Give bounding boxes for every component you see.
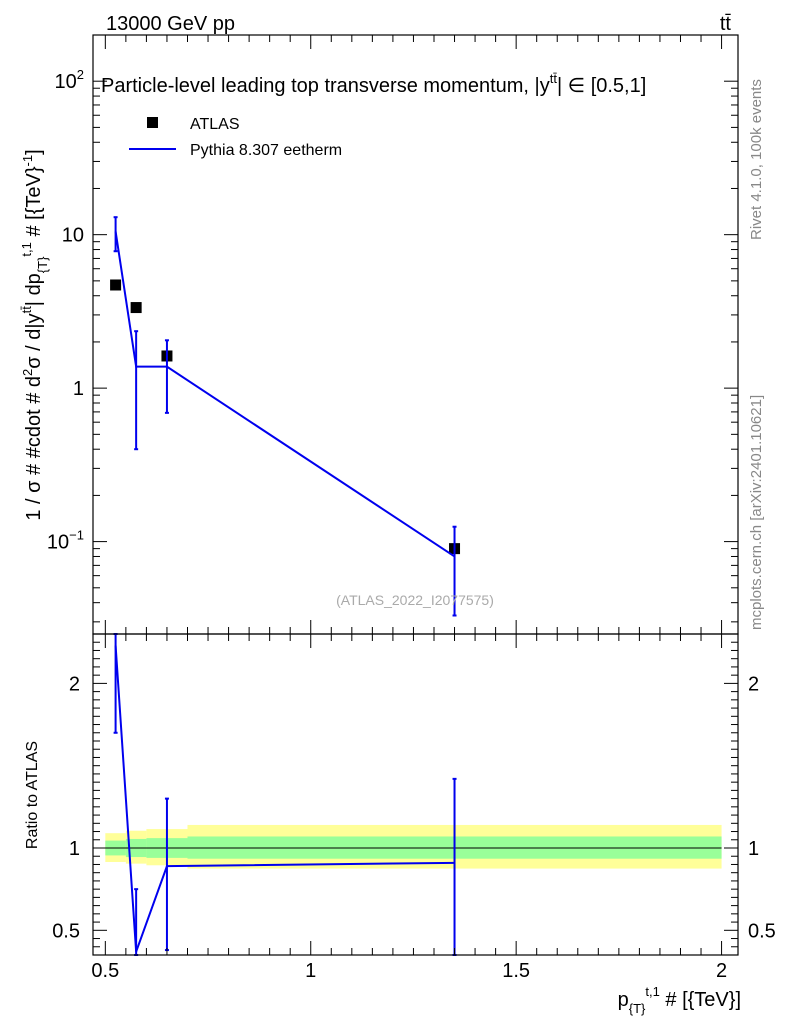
legend-marker-atlas <box>147 117 158 128</box>
y-tick-label: 1 <box>73 378 84 400</box>
x-tick-label: 2 <box>716 960 727 982</box>
main-ticks: 102 10 1 10−1 <box>47 34 738 634</box>
chart-title: Particle-level leading top transverse mo… <box>101 71 646 97</box>
main-data-layer <box>110 216 461 617</box>
analysis-watermark: (ATLAS_2022_I2077575) <box>336 592 494 608</box>
ratio-y-axis-label: Ratio to ATLAS <box>24 741 41 849</box>
mcplots-label: mcplots.cern.ch [arXiv:2401.10621] <box>748 395 765 630</box>
rivet-label: Rivet 4.1.0, 100k events <box>748 79 765 240</box>
x-tick-label: 0.5 <box>91 960 119 982</box>
y-tick-label: 102 <box>55 67 84 93</box>
x-tick-label: 1.5 <box>502 960 530 982</box>
legend-label-atlas: ATLAS <box>190 116 240 133</box>
ratio-bands <box>105 824 722 869</box>
y-tick-label: 10−1 <box>47 528 84 554</box>
y-tick-label: 10 <box>62 225 84 247</box>
atlas-marker <box>110 279 122 291</box>
ratio-data-layer <box>113 633 457 956</box>
main-y-axis-label: 1 / σ # #cdot # d2σ / d|ytt̄| dp{T}t,1 #… <box>19 149 50 520</box>
ratio-y-tick-label-left: 0.5 <box>52 920 80 942</box>
legend: ATLAS Pythia 8.307 eetherm <box>129 116 342 159</box>
ratio-y-tick-label-right: 2 <box>748 673 759 695</box>
process-label: tt̄ <box>720 13 732 35</box>
ratio-y-tick-label-left: 2 <box>69 673 80 695</box>
ratio-panel: 0.5 1 1.5 2 2 2 1 1 0.5 0.5 Ratio to ATLAS p{T}t,… <box>24 633 776 1016</box>
ratio-ticks: 0.5 1 1.5 2 2 2 1 1 0.5 0.5 <box>52 633 776 982</box>
legend-label-pythia: Pythia 8.307 eetherm <box>190 142 342 159</box>
ratio-frame <box>92 633 739 956</box>
ratio-y-tick-label-left: 1 <box>69 838 80 860</box>
main-panel: 102 10 1 10−1 Particle-level leading top tr… <box>19 34 739 635</box>
atlas-marker <box>130 302 142 314</box>
energy-label: 13000 GeV pp <box>106 13 235 35</box>
pythia-line <box>114 231 456 558</box>
x-tick-label: 1 <box>305 960 316 982</box>
ratio-y-tick-label-right: 1 <box>748 838 759 860</box>
ratio-y-tick-label-right: 0.5 <box>748 920 776 942</box>
ratio-line <box>114 645 455 953</box>
x-axis-label: p{T}t,1 # [{TeV}] <box>618 984 741 1016</box>
